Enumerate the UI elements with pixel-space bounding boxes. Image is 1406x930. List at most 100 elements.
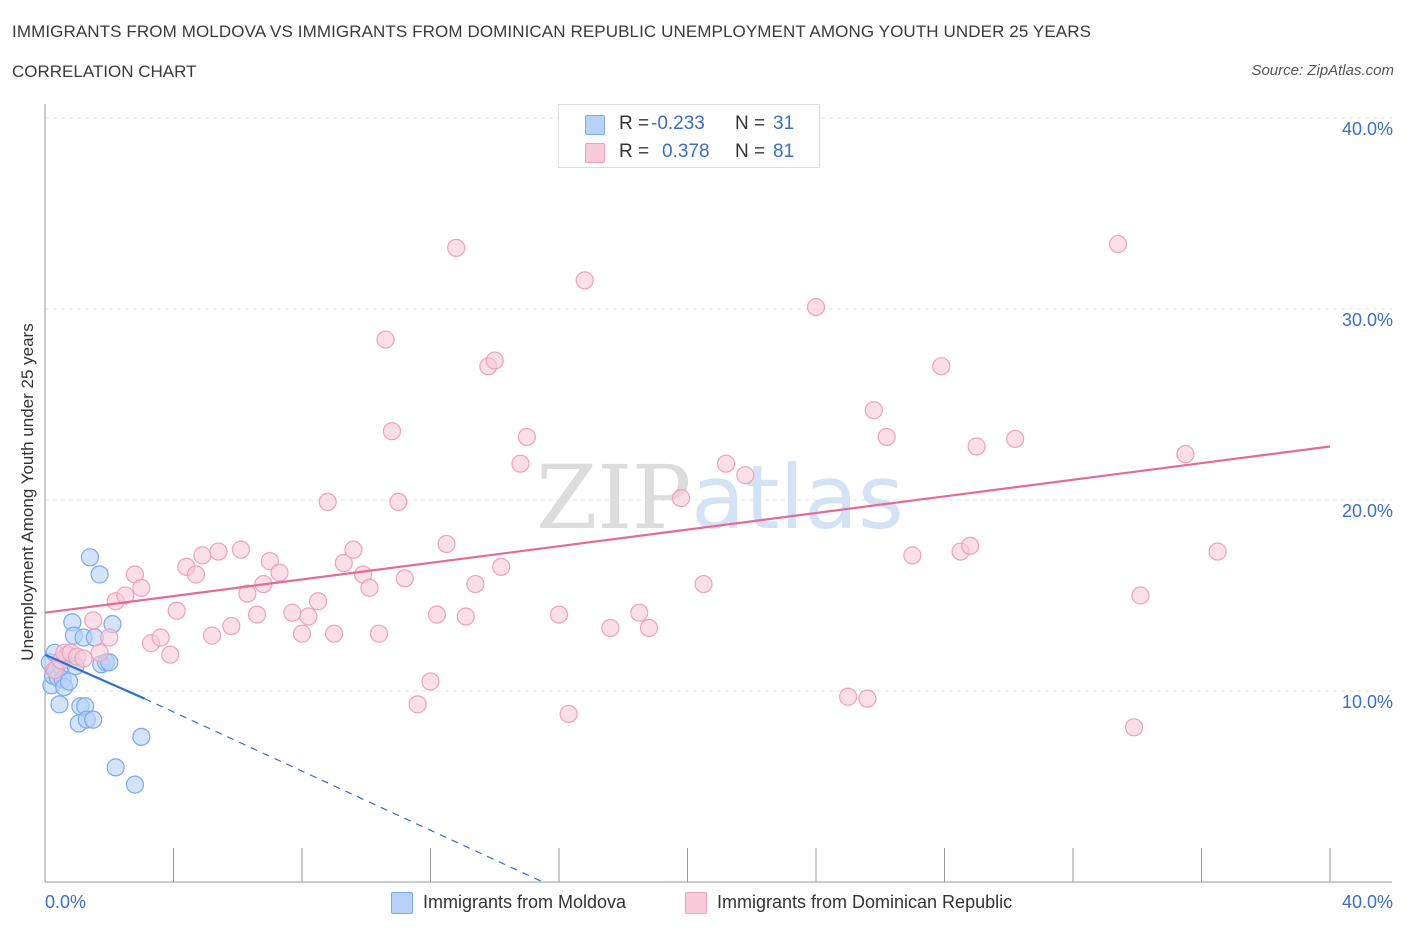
dominican-point	[1006, 429, 1025, 448]
moldova-point	[80, 548, 100, 567]
dominican-point	[395, 569, 414, 588]
dominican-point	[456, 607, 475, 626]
chart-title: IMMIGRANTS FROM MOLDOVA VS IMMIGRANTS FR…	[12, 22, 1092, 41]
moldova-point	[59, 672, 79, 691]
moldova-point	[106, 758, 125, 777]
chart-subtitle: CORRELATION CHART	[12, 62, 197, 81]
dominican-point	[376, 330, 395, 349]
moldova-swatch	[585, 115, 605, 135]
dominican-point	[575, 271, 594, 290]
dominican-point	[283, 603, 302, 622]
dominican-point	[74, 649, 93, 668]
dominican-point	[421, 672, 440, 691]
dominican-point	[903, 546, 922, 565]
dominican-point	[231, 540, 251, 559]
dominican-point	[370, 624, 389, 643]
moldova-point	[84, 710, 103, 729]
dominican-point	[1176, 445, 1195, 464]
dominican-point	[1124, 718, 1144, 737]
moldova-legend-swatch	[391, 892, 413, 914]
dominican-point	[492, 557, 511, 576]
dominican-point	[1208, 542, 1227, 561]
y-tick-label: 40.0%	[1342, 119, 1393, 139]
dominican-point	[806, 297, 826, 317]
r-label: R =	[619, 141, 650, 162]
dominican-point	[932, 357, 951, 376]
n-value: 31	[773, 113, 795, 134]
x-tick-label: 40.0%	[1342, 892, 1393, 912]
dominican-point	[202, 626, 222, 645]
dominican-point	[344, 540, 363, 559]
dominican-point	[427, 605, 447, 624]
dominican-point	[716, 454, 736, 473]
dominican-trend-line	[44, 445, 1331, 614]
y-tick-label: 30.0%	[1342, 310, 1393, 330]
dominican-point	[447, 238, 466, 257]
dominican-point	[630, 603, 649, 622]
dominican-point	[167, 601, 186, 620]
moldova-trend-line	[44, 653, 146, 700]
dominican-point	[209, 542, 228, 561]
dominican-point	[132, 578, 151, 597]
dominican-point	[839, 687, 858, 706]
dominican-point	[877, 427, 896, 447]
moldova-trend-extension	[144, 698, 544, 883]
dominican-point	[961, 536, 980, 555]
dominican-point	[299, 607, 318, 626]
source-label: Source: ZipAtlas.com	[1251, 62, 1394, 79]
n-label: N =	[735, 113, 766, 134]
legend-label-dominican: Immigrants from Dominican Republic	[717, 892, 1013, 912]
dominican-point	[84, 611, 103, 630]
legend-item-moldova[interactable]: Immigrants from Moldova	[391, 890, 671, 914]
dominican-point	[485, 351, 504, 370]
dominican-point	[437, 534, 456, 554]
dominican-point	[559, 704, 578, 724]
dominican-point	[511, 454, 530, 473]
dominican-point	[151, 628, 170, 647]
dominican-point	[334, 553, 353, 573]
dominican-point	[193, 546, 212, 565]
dominican-point	[270, 563, 289, 582]
dominican-point	[116, 586, 135, 605]
moldova-point	[132, 727, 151, 746]
dominican-legend-swatch	[685, 892, 707, 914]
stats-legend-row-dominican: R = 0.378 N = 81	[585, 140, 815, 164]
y-tick-label: 10.0%	[1342, 692, 1393, 712]
dominican-point	[100, 628, 119, 647]
dominican-point	[671, 488, 691, 508]
dominican-point	[549, 605, 569, 624]
r-value: -0.233	[651, 113, 705, 134]
dominican-point	[408, 695, 427, 714]
dominican-point	[1131, 586, 1150, 605]
dominican-point	[601, 618, 620, 638]
dominican-point	[292, 624, 312, 643]
dominican-point	[639, 618, 659, 638]
moldova-point	[50, 695, 69, 714]
dominican-point	[967, 437, 986, 456]
r-value: 0.378	[662, 141, 710, 162]
dominican-point	[864, 401, 883, 420]
dominican-point	[325, 624, 344, 643]
dominican-point	[238, 584, 257, 603]
dominican-point	[1108, 234, 1128, 254]
dominican-point	[517, 427, 536, 447]
moldova-point	[90, 565, 109, 584]
dominican-point	[382, 422, 402, 441]
dominican-point	[222, 616, 241, 636]
dominican-point	[161, 645, 180, 664]
y-tick-label: 20.0%	[1342, 501, 1393, 521]
n-value: 81	[773, 141, 795, 162]
dominican-point	[466, 574, 485, 594]
stats-legend-row-moldova: R = -0.233 N = 31	[585, 112, 815, 136]
dominican-point	[694, 574, 713, 594]
dominican-point	[360, 578, 379, 597]
dominican-point	[186, 565, 206, 584]
legend-item-dominican[interactable]: Immigrants from Dominican Republic	[685, 890, 1065, 914]
dominican-swatch	[585, 143, 605, 163]
dominican-point	[90, 643, 109, 662]
y-axis-label: Unemployment Among Youth under 25 years	[18, 323, 37, 660]
watermark: ZIPatlas	[536, 446, 904, 549]
dominican-point	[389, 492, 408, 512]
moldova-point	[125, 775, 145, 794]
